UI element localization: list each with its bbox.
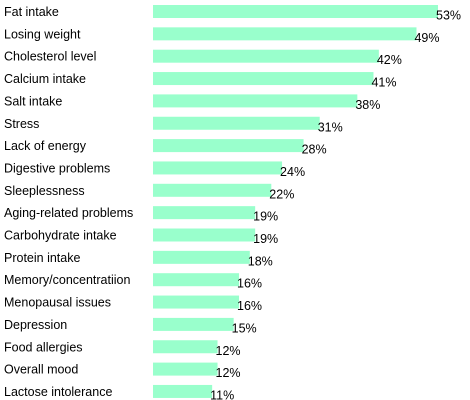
bar [153,116,320,130]
bar [153,228,256,242]
value-label: 15% [232,321,257,335]
category-label: Carbohydrate intake [4,229,117,243]
value-label: 41% [371,76,396,90]
category-label: Lack of energy [4,139,87,153]
value-label: 53% [436,9,461,23]
bar [153,295,240,309]
category-label: Food allergies [4,340,83,354]
bar [153,5,438,18]
value-label: 38% [355,98,380,112]
value-label: 18% [248,254,273,268]
value-label: 24% [280,165,305,179]
bar [153,250,250,264]
category-label: Cholesterol level [4,50,96,64]
category-labels-layer: Fat intake Losing weight Cholesterol level… [4,5,133,399]
bar [153,94,358,108]
category-label: Depression [4,318,67,332]
bar [153,161,283,175]
value-label: 12% [216,344,241,358]
bar [153,362,218,376]
category-label: Calcium intake [4,72,86,86]
bar [153,317,234,331]
category-label: Protein intake [4,251,80,265]
bars-layer [153,5,438,398]
category-label: Aging-related problems [4,206,133,220]
bar [153,139,304,153]
value-labels-layer: 53% 49% 42% 41% 38% 31% 28% 24% 22% 19% 19% 18% 16% 1… [210,9,461,400]
bar [153,384,213,398]
value-label: 12% [216,366,241,380]
value-label: 49% [414,31,439,45]
category-label: Losing weight [4,27,81,41]
value-label: 31% [318,120,343,134]
value-label: 22% [269,187,294,201]
bar [153,273,240,287]
category-label: Memory/concentratiion [4,273,130,287]
value-label: 19% [253,210,278,224]
bar [153,206,256,220]
category-label: Fat intake [4,5,59,19]
value-label: 19% [253,232,278,246]
category-label: Sleeplessness [4,184,85,198]
value-label: 11% [210,388,234,400]
bar [153,72,374,86]
value-label: 16% [237,277,262,291]
bar [153,183,272,197]
category-label: Stress [4,117,39,131]
bar [153,49,379,63]
bar [153,340,218,354]
value-label: 28% [302,143,327,157]
bar [153,27,417,41]
value-label: 16% [237,299,262,313]
category-label: Menopausal issues [4,296,111,310]
value-label: 42% [377,53,402,67]
category-label: Digestive problems [4,161,110,175]
category-label: Overall mood [4,363,78,377]
category-label: Lactose intolerance [4,385,112,399]
category-label: Salt intake [4,94,62,108]
